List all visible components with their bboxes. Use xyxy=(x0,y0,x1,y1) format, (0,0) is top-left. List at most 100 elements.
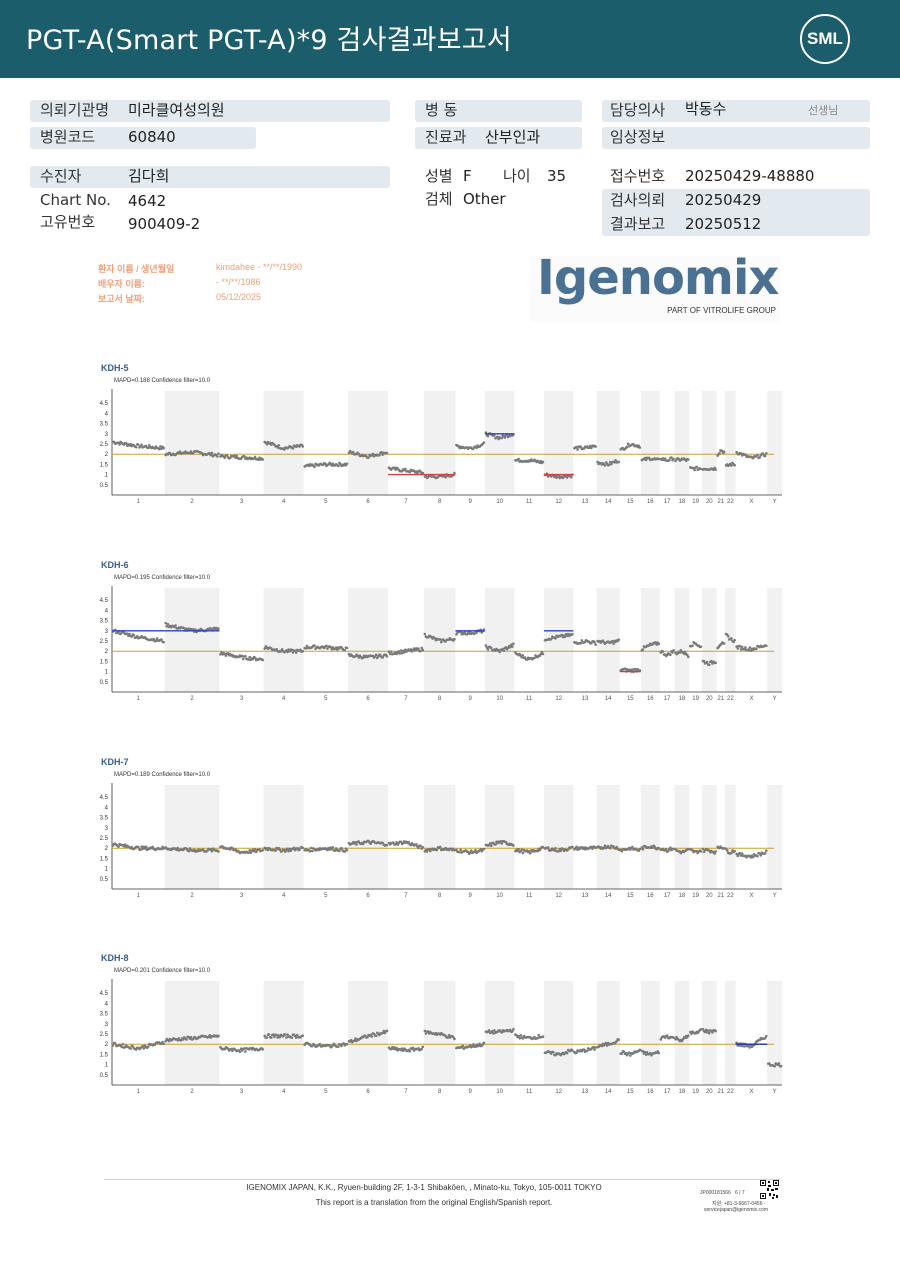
data-point xyxy=(647,456,651,460)
row-bg xyxy=(602,127,870,149)
data-point xyxy=(714,1029,717,1033)
data-point xyxy=(590,446,593,450)
x-tick-label: 16 xyxy=(647,499,654,505)
department-value: 산부인과 xyxy=(485,128,541,146)
footer-email: servicejapan@igenomix.com xyxy=(704,1207,768,1213)
data-point xyxy=(164,1039,167,1043)
data-point xyxy=(181,1038,185,1041)
data-point xyxy=(438,638,442,641)
row-bg xyxy=(30,100,390,122)
data-point xyxy=(301,445,305,448)
y-tick-label: 4.5 xyxy=(100,598,109,604)
data-point xyxy=(191,628,195,631)
x-tick-label: 14 xyxy=(605,499,612,505)
data-point xyxy=(420,646,424,650)
chromosome-band xyxy=(596,588,620,692)
data-point xyxy=(740,1044,744,1048)
data-point xyxy=(370,1035,374,1038)
data-point xyxy=(777,1062,781,1065)
chromosome-band xyxy=(767,785,782,889)
data-point xyxy=(404,467,407,471)
data-point xyxy=(261,458,264,461)
y-tick-label: 0.5 xyxy=(100,1073,109,1079)
x-tick-label: 14 xyxy=(605,1089,612,1095)
data-point xyxy=(773,1064,776,1068)
x-tick-label: 15 xyxy=(627,893,634,899)
plot-title: KDH-8 xyxy=(101,953,129,963)
data-point xyxy=(265,442,269,446)
y-tick-label: 3.5 xyxy=(100,816,109,822)
data-point xyxy=(755,647,758,651)
data-point xyxy=(751,855,755,859)
data-point xyxy=(273,1035,276,1039)
data-point xyxy=(603,844,607,847)
data-point xyxy=(631,668,634,671)
x-tick-label: 1 xyxy=(137,499,141,505)
data-point xyxy=(166,622,170,626)
x-tick-label: 2 xyxy=(190,893,194,899)
data-point xyxy=(408,1049,412,1053)
data-point xyxy=(352,450,355,454)
chromosome-band xyxy=(767,981,782,1085)
data-point xyxy=(201,847,205,851)
data-point xyxy=(248,655,251,659)
data-point xyxy=(659,1038,663,1041)
y-tick-label: 4 xyxy=(105,411,109,417)
data-point xyxy=(387,650,391,654)
x-tick-label: 17 xyxy=(664,696,671,702)
data-point xyxy=(756,854,759,858)
x-tick-label: 17 xyxy=(664,1089,671,1095)
data-point xyxy=(615,1039,618,1043)
data-point xyxy=(686,458,690,461)
data-point xyxy=(521,851,525,855)
data-point xyxy=(385,654,389,658)
y-tick-label: 1.5 xyxy=(100,856,109,862)
data-point xyxy=(381,453,384,456)
data-point xyxy=(654,640,657,644)
y-tick-label: 2 xyxy=(105,1042,109,1048)
data-point xyxy=(141,847,145,851)
chromosome-band xyxy=(596,785,620,889)
y-tick-label: 2 xyxy=(105,846,109,852)
cnv-plot: KDH-6 MAPD=0.195 Confidence filter=10.0 … xyxy=(90,560,790,712)
data-point xyxy=(400,651,404,655)
data-point xyxy=(683,650,687,654)
data-point xyxy=(470,1045,474,1048)
x-tick-label: 4 xyxy=(282,696,286,702)
institution-label: 의뢰기관명 xyxy=(40,101,110,119)
y-tick-label: 4.5 xyxy=(100,991,109,997)
y-tick-label: 1 xyxy=(105,473,109,479)
data-point xyxy=(517,1035,520,1038)
data-point xyxy=(469,849,473,852)
x-tick-label: 9 xyxy=(469,1089,473,1095)
chromosome-band xyxy=(164,785,220,889)
chromosome-band xyxy=(767,391,782,495)
patient-value: 김다희 xyxy=(128,167,170,185)
data-point xyxy=(644,458,648,462)
data-point xyxy=(128,632,131,636)
data-point xyxy=(759,854,763,857)
data-point xyxy=(739,648,743,651)
data-point xyxy=(645,1050,649,1054)
x-tick-label: 18 xyxy=(679,1089,686,1095)
report-date-label: 결과보고 xyxy=(610,215,666,233)
x-tick-label: 13 xyxy=(582,1089,589,1095)
data-point xyxy=(580,639,584,642)
data-point xyxy=(764,849,768,853)
data-point xyxy=(536,849,539,853)
data-point xyxy=(672,649,675,652)
data-point xyxy=(521,1037,525,1040)
data-point xyxy=(594,1046,597,1049)
x-tick-label: 21 xyxy=(718,1089,725,1095)
data-point xyxy=(291,447,295,450)
data-point xyxy=(638,446,642,449)
data-point xyxy=(305,644,309,648)
data-point xyxy=(146,446,150,450)
data-point xyxy=(301,1034,305,1037)
data-point xyxy=(411,1046,415,1050)
y-tick-label: 2 xyxy=(105,452,109,458)
cnv-plot: KDH-8 MAPD=0.201 Confidence filter=10.0 … xyxy=(90,953,790,1105)
data-point xyxy=(459,848,462,852)
x-tick-label: 14 xyxy=(605,893,612,899)
x-tick-label: Y xyxy=(773,696,777,702)
